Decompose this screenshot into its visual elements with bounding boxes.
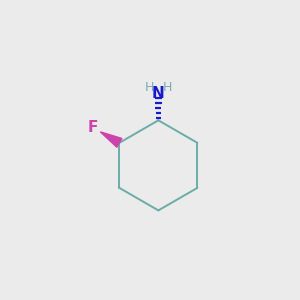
Text: H: H (163, 82, 172, 94)
Text: N: N (152, 86, 165, 101)
Text: F: F (88, 120, 98, 135)
Text: H: H (145, 82, 154, 94)
Polygon shape (100, 132, 122, 147)
